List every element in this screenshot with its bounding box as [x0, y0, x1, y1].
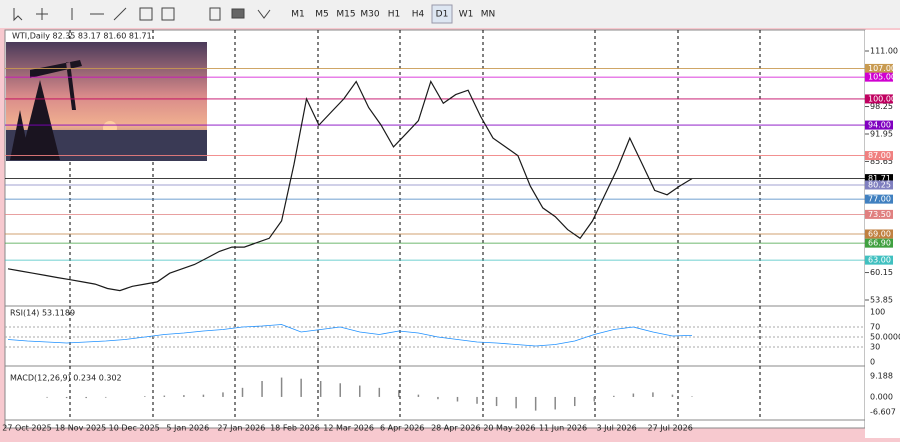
active-period: [431, 4, 453, 24]
date-label: 28 Apr 2026: [431, 424, 480, 433]
level-tag: [865, 151, 893, 161]
date-label: 5 Jan 2026: [166, 424, 209, 433]
period-button[interactable]: M30: [360, 10, 379, 20]
toolbar-icons: [13, 7, 271, 22]
rsi-tick-label: 70: [870, 323, 880, 332]
header-image: [6, 42, 207, 161]
level-label: 63.00: [868, 256, 891, 265]
level-label: 105.00: [868, 73, 896, 82]
rsi-tick-label: 30: [870, 343, 880, 352]
period-button[interactable]: D1: [436, 10, 449, 20]
period-button[interactable]: M5: [315, 10, 329, 20]
y-tick-label: 111.00: [870, 47, 898, 56]
rsi-tick-label: 50.0000: [870, 333, 900, 342]
level-label: 81.71: [868, 174, 891, 183]
level-tag: [865, 63, 893, 73]
date-label: 6 Apr 2026: [380, 424, 424, 433]
date-label: 3 Jul 2026: [597, 424, 637, 433]
y-tick-label: 53.85: [870, 296, 893, 305]
level-tag: [865, 209, 893, 219]
date-label: 27 Jan 2026: [217, 424, 265, 433]
level-tag: [865, 72, 893, 82]
period-button[interactable]: W1: [459, 10, 474, 20]
macd-tick-label: -6.607: [870, 408, 896, 417]
date-label: 18 Nov 2025: [55, 424, 106, 433]
level-tag: [865, 255, 893, 265]
date-label: 18 Feb 2026: [270, 424, 320, 433]
rsi-tick-label: 0: [870, 358, 875, 367]
date-label: 10 Dec 2025: [109, 424, 160, 433]
level-label: 100.00: [868, 94, 896, 103]
period-button[interactable]: H4: [412, 10, 425, 20]
level-tag: [865, 120, 893, 130]
period-button[interactable]: M1: [291, 10, 305, 20]
level-label: 94.00: [868, 121, 891, 130]
level-label: 107.00: [868, 64, 896, 73]
macd-header: MACD(12,26,9) 0.234 0.302: [10, 374, 122, 383]
level-label: 87.00: [868, 151, 891, 160]
y-tick-label: 60.15: [870, 268, 893, 277]
rsi-tick-label: 100: [870, 308, 885, 317]
date-label: 12 Mar 2026: [323, 424, 374, 433]
macd-tick-label: 0.000: [870, 392, 893, 401]
period-button[interactable]: H1: [388, 10, 401, 20]
level-tag: [865, 180, 893, 190]
date-label: 20 May 2026: [483, 424, 535, 433]
date-label: 11 Jun 2026: [539, 424, 587, 433]
date-label: 27 Oct 2025: [2, 424, 51, 433]
y-tick-label: 85.65: [870, 157, 893, 166]
period-button[interactable]: M15: [336, 10, 355, 20]
level-tag: [865, 229, 893, 239]
level-tag: [865, 194, 893, 204]
rsi-line: [7, 324, 693, 347]
level-label: 73.50: [868, 210, 891, 219]
level-tag: [865, 174, 893, 184]
date-label: 27 Jul 2026: [648, 424, 693, 433]
price-line: [7, 80, 693, 292]
chart-header: WTI,Daily 82.35 83.17 81.60 81.71: [12, 32, 152, 41]
level-label: 66.90: [868, 239, 891, 248]
rsi-header: RSI(14) 53.1189: [10, 309, 75, 318]
level-tag: [865, 94, 893, 104]
macd-tick-label: 9.188: [870, 372, 893, 381]
level-label: 69.00: [868, 229, 891, 238]
y-tick-label: 91.95: [870, 130, 893, 139]
vertical-grid: [69, 30, 761, 420]
period-button[interactable]: MN: [481, 10, 496, 20]
level-tag: [865, 238, 893, 248]
y-tick-label: 98.25: [870, 102, 893, 111]
level-label: 77.00: [868, 195, 891, 204]
level-label: 80.25: [868, 180, 891, 189]
